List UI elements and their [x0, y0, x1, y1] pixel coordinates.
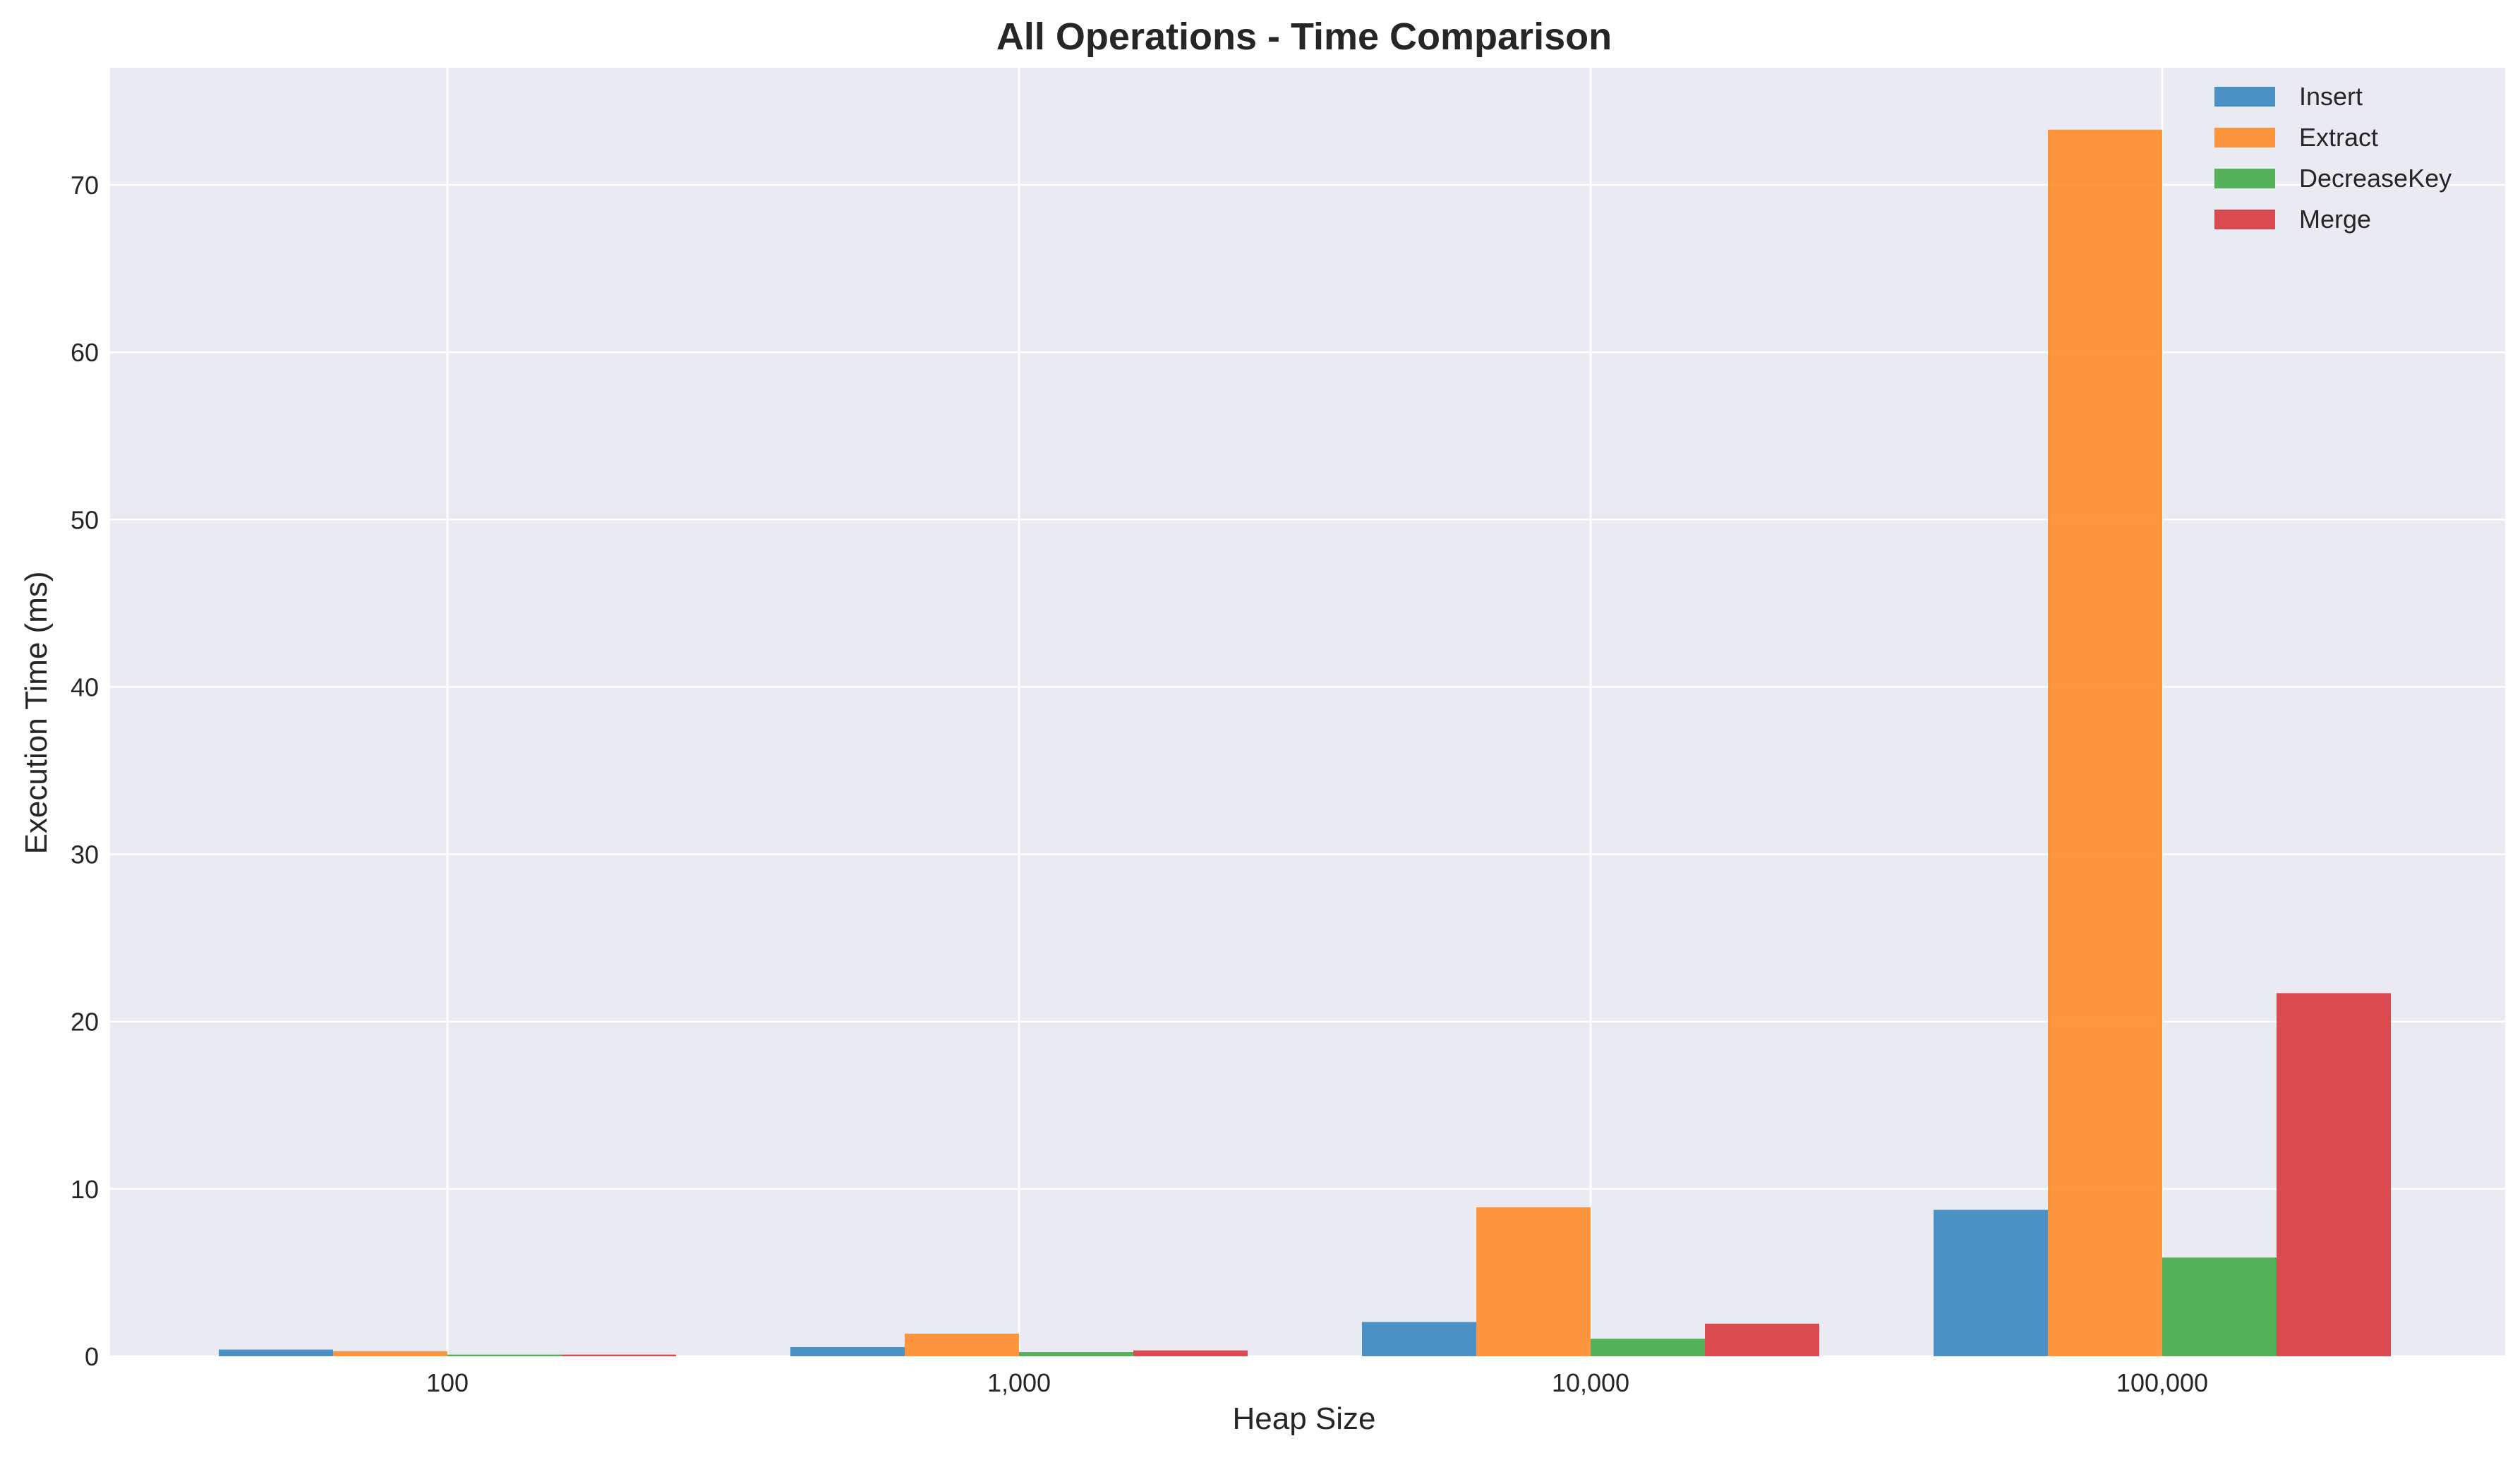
bar-extract-10000: [1476, 1207, 1591, 1356]
legend-label-insert: Insert: [2299, 82, 2363, 111]
y-axis-ticks: 0 10 20 30 40 50 60 70: [71, 171, 99, 1371]
bar-extract-100: [333, 1351, 447, 1356]
bar-merge-100000: [2277, 993, 2391, 1356]
x-tick-label: 100: [426, 1368, 469, 1397]
x-tick-label: 10,000: [1552, 1368, 1629, 1397]
y-tick-label: 40: [71, 672, 99, 701]
legend-label-extract: Extract: [2299, 123, 2378, 152]
chart-title: All Operations - Time Comparison: [996, 16, 1612, 58]
grid: [110, 68, 2505, 1358]
legend-label-decreasekey: DecreaseKey: [2299, 164, 2452, 193]
bar-insert-100000: [1934, 1209, 2048, 1356]
x-tick-label: 1,000: [987, 1368, 1051, 1397]
bar-merge-1000: [1133, 1350, 1248, 1356]
bars: [219, 129, 2391, 1356]
legend-swatch-merge: [2214, 210, 2275, 229]
y-tick-label: 0: [85, 1342, 99, 1371]
bar-decreasekey-100: [447, 1354, 562, 1356]
bar-insert-10000: [1362, 1322, 1476, 1356]
bar-insert-100: [219, 1349, 333, 1356]
x-axis-ticks: 100 1,000 10,000 100,000: [426, 1368, 2208, 1397]
bar-extract-100000: [2048, 129, 2162, 1356]
bar-merge-10000: [1705, 1323, 1819, 1356]
bar-decreasekey-1000: [1019, 1352, 1133, 1356]
y-tick-label: 70: [71, 171, 99, 200]
y-tick-label: 60: [71, 338, 99, 367]
bar-decreasekey-10000: [1591, 1339, 1705, 1356]
y-tick-label: 50: [71, 505, 99, 534]
legend: Insert Extract DecreaseKey Merge: [2214, 82, 2452, 234]
legend-swatch-extract: [2214, 128, 2275, 147]
y-tick-label: 30: [71, 840, 99, 869]
y-tick-label: 10: [71, 1175, 99, 1204]
y-tick-label: 20: [71, 1008, 99, 1037]
x-axis-label: Heap Size: [1232, 1401, 1375, 1436]
y-axis-label: Execution Time (ms): [19, 572, 54, 855]
legend-label-merge: Merge: [2299, 205, 2371, 234]
bar-insert-1000: [790, 1346, 905, 1356]
legend-swatch-decreasekey: [2214, 169, 2275, 188]
bar-decreasekey-100000: [2162, 1257, 2277, 1356]
bar-merge-100: [562, 1354, 676, 1356]
legend-swatch-insert: [2214, 87, 2275, 107]
bar-extract-1000: [905, 1333, 1019, 1356]
x-tick-label: 100,000: [2116, 1368, 2208, 1397]
